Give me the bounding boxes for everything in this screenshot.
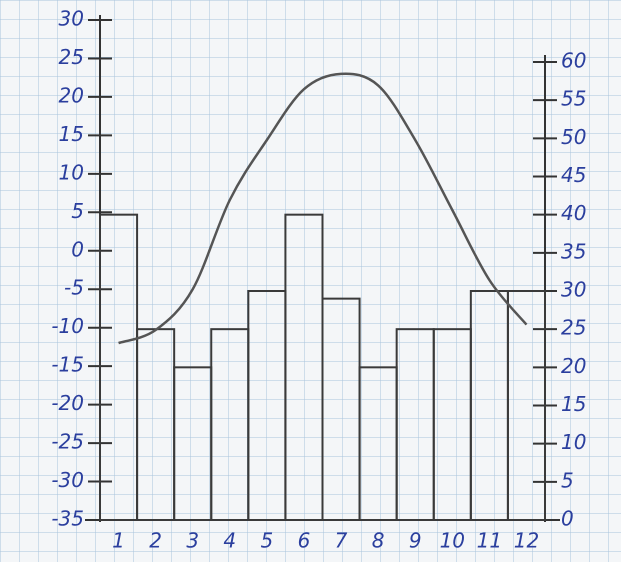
x-tick-label: 2 bbox=[149, 529, 162, 553]
y-tick-label: 5 bbox=[71, 199, 84, 223]
x-tick-label: 7 bbox=[335, 529, 348, 553]
y-tick-label: -5 bbox=[64, 276, 84, 300]
y-tick-label: 30 bbox=[59, 7, 84, 31]
x-tick-label: 3 bbox=[186, 529, 199, 553]
y-tick-label: -35 bbox=[51, 507, 84, 531]
y2-tick-label: 25 bbox=[561, 316, 586, 340]
y-tick-label: 0 bbox=[71, 237, 84, 261]
x-tick-label: 5 bbox=[261, 529, 274, 553]
y2-tick-label: 30 bbox=[561, 278, 586, 302]
y2-tick-label: 45 bbox=[561, 163, 586, 187]
y-tick-label: 10 bbox=[59, 160, 84, 184]
y2-tick-label: 60 bbox=[561, 49, 586, 73]
y-tick-label: -15 bbox=[51, 353, 84, 377]
y2-tick-label: 55 bbox=[561, 87, 586, 111]
x-tick-label: 8 bbox=[372, 529, 385, 553]
y-tick-label: -30 bbox=[51, 468, 84, 492]
y2-tick-label: 50 bbox=[561, 125, 586, 149]
x-tick-label: 9 bbox=[409, 529, 422, 553]
y-tick-label: 25 bbox=[59, 45, 84, 69]
y2-tick-label: 40 bbox=[561, 201, 586, 225]
y2-tick-label: 10 bbox=[561, 430, 586, 454]
y-tick-label: -20 bbox=[51, 391, 84, 415]
y-tick-label: -25 bbox=[51, 430, 84, 454]
x-tick-label: 11 bbox=[477, 529, 502, 553]
x-tick-label: 1 bbox=[112, 529, 125, 553]
x-tick-label: 6 bbox=[298, 529, 311, 553]
x-tick-label: 4 bbox=[223, 529, 236, 553]
chart: 302520151050-5-10-15-20-25-30-3560555045… bbox=[0, 0, 621, 562]
y-tick-label: 20 bbox=[59, 83, 84, 107]
y2-tick-label: 5 bbox=[561, 468, 574, 492]
y2-tick-label: 15 bbox=[561, 392, 586, 416]
x-tick-label: 12 bbox=[514, 529, 539, 553]
y-tick-label: -10 bbox=[51, 314, 84, 338]
y-tick-label: 15 bbox=[59, 122, 84, 146]
y2-tick-label: 20 bbox=[561, 354, 586, 378]
x-tick-label: 10 bbox=[440, 529, 465, 553]
y2-tick-label: 35 bbox=[561, 239, 586, 263]
y2-tick-label: 0 bbox=[561, 507, 574, 531]
